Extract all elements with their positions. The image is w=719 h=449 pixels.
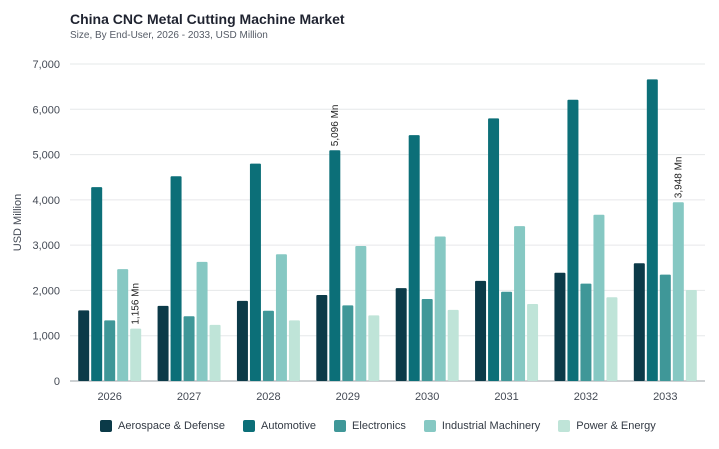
bar-industrial-machinery-2032 — [593, 214, 605, 381]
bar-power-energy-2030 — [447, 309, 459, 381]
x-tick-label: 2027 — [177, 391, 201, 403]
legend-item: Automotive — [243, 420, 316, 432]
x-tick-label: 2032 — [574, 391, 598, 403]
bar-automotive-2027 — [170, 176, 182, 381]
x-tick-label: 2033 — [653, 391, 677, 403]
bar-aerospace-defense-2028 — [236, 300, 248, 381]
legend-item: Electronics — [334, 420, 406, 432]
bar-electronics-2032 — [580, 283, 592, 381]
bar-aerospace-defense-2029 — [316, 294, 328, 381]
x-tick-label: 2030 — [415, 391, 439, 403]
legend-label: Industrial Machinery — [441, 420, 541, 432]
bar-industrial-machinery-2029 — [355, 246, 367, 381]
bar-power-energy-2029 — [368, 315, 380, 381]
bar-automotive-2028 — [249, 163, 261, 381]
bar-electronics-2026 — [104, 320, 116, 381]
bar-industrial-machinery-2030 — [434, 236, 446, 381]
bar-industrial-machinery-2033 — [672, 202, 684, 381]
bar-automotive-2032 — [567, 99, 579, 382]
bar-aerospace-defense-2030 — [395, 288, 407, 381]
chart-subtitle: Size, By End-User, 2026 - 2033, USD Mill… — [70, 30, 268, 41]
x-tick-label: 2028 — [256, 391, 280, 403]
data-label: 5,096 Mn — [330, 105, 341, 147]
legend-item: Industrial Machinery — [423, 420, 541, 432]
chart-title: China CNC Metal Cutting Machine Market — [70, 11, 345, 27]
legend-label: Power & Energy — [576, 420, 656, 432]
bar-automotive-2033 — [646, 79, 658, 381]
legend-swatch — [243, 420, 256, 432]
bar-aerospace-defense-2027 — [157, 305, 169, 381]
bar-power-energy-2032 — [606, 297, 618, 381]
bar-electronics-2028 — [262, 310, 274, 381]
bar-electronics-2029 — [342, 305, 354, 381]
bar-power-energy-2033 — [685, 289, 697, 381]
bar-aerospace-defense-2033 — [633, 263, 645, 381]
legend-swatch — [334, 420, 347, 432]
legend-item: Aerospace & Defense — [100, 420, 225, 432]
legend-label: Aerospace & Defense — [118, 420, 226, 432]
bar-electronics-2030 — [421, 299, 433, 381]
legend-swatch — [423, 420, 436, 432]
bar-aerospace-defense-2026 — [78, 310, 90, 381]
data-label: 1,156 Mn — [131, 283, 142, 325]
bar-electronics-2031 — [501, 291, 513, 381]
legend-item: Power & Energy — [558, 420, 656, 432]
bar-industrial-machinery-2026 — [117, 269, 129, 381]
bar-aerospace-defense-2031 — [475, 280, 487, 381]
bar-industrial-machinery-2028 — [275, 254, 287, 381]
bar-electronics-2027 — [183, 316, 195, 381]
bar-industrial-machinery-2031 — [514, 226, 526, 381]
y-tick-label: 7,000 — [32, 59, 60, 71]
bar-power-energy-2026 — [130, 328, 142, 381]
y-tick-label: 5,000 — [32, 150, 60, 162]
bar-automotive-2031 — [488, 118, 500, 381]
y-axis-label: USD Million — [12, 194, 24, 251]
bar-power-energy-2027 — [209, 324, 221, 381]
bar-electronics-2033 — [659, 274, 671, 381]
y-tick-label: 4,000 — [32, 195, 60, 207]
legend-label: Automotive — [261, 420, 317, 432]
legend-swatch — [558, 420, 571, 432]
bar-aerospace-defense-2032 — [554, 272, 566, 381]
bar-automotive-2030 — [408, 135, 420, 381]
bar-automotive-2029 — [329, 150, 341, 381]
legend-swatch — [100, 420, 112, 432]
chart-legend: Aerospace & Defense Automotive Electronics… — [100, 420, 656, 432]
x-tick-label: 2026 — [97, 391, 121, 403]
x-tick-label: 2029 — [336, 391, 360, 403]
y-tick-label: 3,000 — [32, 240, 60, 252]
y-tick-label: 0 — [54, 376, 60, 388]
bar-industrial-machinery-2027 — [196, 261, 208, 381]
y-tick-label: 1,000 — [32, 331, 60, 343]
bar-automotive-2026 — [91, 187, 103, 381]
legend-label: Electronics — [352, 420, 406, 432]
data-label: 3,948 Mn — [673, 157, 684, 199]
bar-power-energy-2028 — [288, 320, 300, 381]
y-tick-label: 6,000 — [32, 104, 60, 116]
x-tick-label: 2031 — [494, 391, 518, 403]
bar-power-energy-2031 — [527, 304, 539, 381]
y-tick-label: 2,000 — [32, 285, 60, 297]
